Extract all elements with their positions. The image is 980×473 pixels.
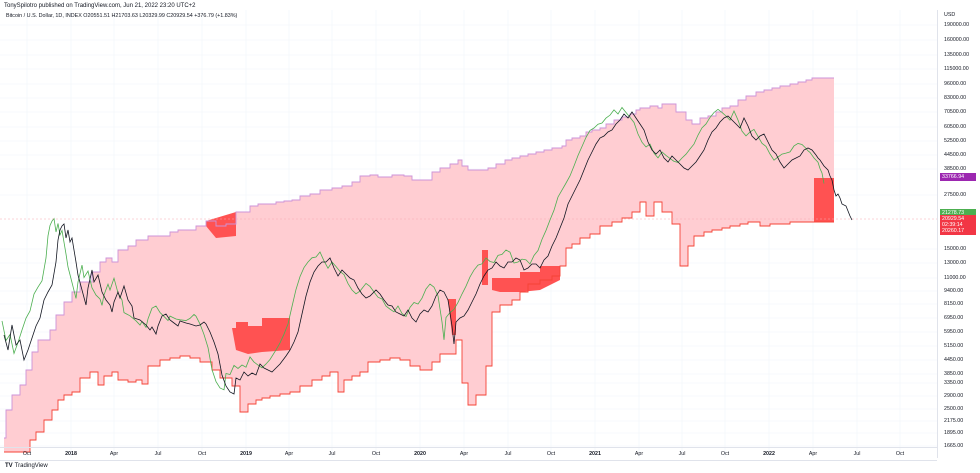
price-chart[interactable] bbox=[0, 10, 937, 458]
price-tick-label: 38500.00 bbox=[944, 166, 967, 172]
time-tick-label: Apr bbox=[808, 451, 818, 457]
time-tick-label: Jul bbox=[328, 451, 336, 457]
current-value-badge: 20929.54 bbox=[940, 215, 976, 223]
time-tick-label: Jul bbox=[154, 451, 162, 457]
price-tick-label: 1665.00 bbox=[944, 443, 964, 449]
chart-plot-area[interactable] bbox=[0, 10, 938, 458]
currency-unit: USD bbox=[944, 12, 956, 18]
bearish-cloud-segment bbox=[206, 212, 236, 238]
time-tick-label: Oct bbox=[546, 451, 556, 457]
price-tick-label: 70500.00 bbox=[944, 109, 967, 115]
price-tick-label: 5950.00 bbox=[944, 329, 964, 335]
price-tick-label: 3350.00 bbox=[944, 380, 964, 386]
price-tick-label: 83000.00 bbox=[944, 95, 967, 101]
price-tick-label: 9400.00 bbox=[944, 288, 964, 294]
time-tick-label: Jul bbox=[678, 451, 686, 457]
leading-span-a-line bbox=[4, 77, 834, 439]
price-tick-label: 3850.00 bbox=[944, 371, 964, 377]
time-tick-label: 2019 bbox=[240, 451, 252, 457]
price-axis[interactable]: USD 190000.00 160000.00 135000.00 115000.00… bbox=[938, 10, 980, 458]
bearish-cloud-segment bbox=[232, 318, 290, 354]
ohlc-values: O20551.51 H21703.63 L20329.99 C20929.54 … bbox=[83, 13, 238, 19]
time-tick-label: Apr bbox=[634, 451, 644, 457]
time-tick-label: 2018 bbox=[65, 451, 77, 457]
time-tick-label: Oct bbox=[895, 451, 905, 457]
time-tick-label: Apr bbox=[459, 451, 469, 457]
price-tick-label: 135000.00 bbox=[944, 52, 970, 58]
price-tick-label: 1895.00 bbox=[944, 430, 964, 436]
price-tick-label: 27500.00 bbox=[944, 192, 967, 198]
current-value-badge: 21278.73 bbox=[940, 209, 976, 217]
price-tick-label: 11000.00 bbox=[944, 275, 966, 281]
publisher-note: TonySpilotro published on TradingView.co… bbox=[4, 3, 196, 9]
price-tick-label: 15000.00 bbox=[944, 246, 967, 252]
price-tick-label: 60500.00 bbox=[944, 124, 967, 130]
brand-name: TradingView bbox=[14, 463, 48, 469]
tradingview-brand[interactable]: TV TradingView bbox=[5, 463, 48, 469]
time-tick-label: Jul bbox=[504, 451, 512, 457]
time-tick-label: Jul bbox=[853, 451, 861, 457]
price-tick-label: 2500.00 bbox=[944, 406, 964, 412]
bearish-cloud-segment bbox=[482, 250, 488, 285]
time-tick-label: Oct bbox=[371, 451, 381, 457]
price-tick-label: 5150.00 bbox=[944, 343, 964, 349]
symbol-name[interactable]: Bitcoin / U.S. Dollar, 1D, INDEX bbox=[6, 13, 82, 19]
price-tick-label: 115000.00 bbox=[944, 66, 969, 72]
time-tick-label: Oct bbox=[720, 451, 730, 457]
time-tick-label: 2021 bbox=[589, 451, 601, 457]
btc-price-line bbox=[3, 111, 853, 395]
time-tick-label: Oct bbox=[197, 451, 207, 457]
bearish-cloud-segment bbox=[448, 299, 456, 335]
leading-span-b-line bbox=[4, 201, 834, 453]
ichimoku-cloud bbox=[4, 78, 834, 452]
current-value-badge: 20260.17 bbox=[940, 227, 976, 235]
price-tick-label: 13000.00 bbox=[944, 260, 967, 266]
time-tick-label: 2020 bbox=[414, 451, 426, 457]
time-axis[interactable]: Oct 2018 Apr Jul Oct 2019 Apr Jul Oct 2020 Apr Jul O… bbox=[0, 447, 937, 461]
bearish-cloud-segment bbox=[814, 178, 834, 222]
price-tick-label: 160000.00 bbox=[944, 37, 970, 43]
time-tick-label: Oct bbox=[22, 451, 32, 457]
current-value-badge: 33766.94 bbox=[940, 173, 976, 181]
tradingview-logo-icon: TV bbox=[5, 463, 13, 469]
price-tick-label: 2900.00 bbox=[944, 393, 964, 399]
price-tick-label: 2175.00 bbox=[944, 418, 964, 424]
current-value-badge: 02:39:14 bbox=[940, 221, 976, 229]
price-tick-label: 52500.00 bbox=[944, 138, 967, 144]
bearish-cloud-segment bbox=[492, 266, 560, 292]
price-tick-label: 8150.00 bbox=[944, 301, 964, 307]
time-tick-label: Apr bbox=[284, 451, 294, 457]
price-tick-label: 4450.00 bbox=[944, 357, 964, 363]
price-tick-label: 96000.00 bbox=[944, 81, 967, 87]
time-tick-label: Apr bbox=[109, 451, 119, 457]
price-tick-label: 6950.00 bbox=[944, 315, 964, 321]
price-tick-label: 44500.00 bbox=[944, 152, 967, 158]
price-tick-label: 190000.00 bbox=[944, 22, 970, 28]
symbol-legend[interactable]: Bitcoin / U.S. Dollar, 1D, INDEX O20551.… bbox=[6, 13, 237, 19]
time-tick-label: 2022 bbox=[763, 451, 775, 457]
